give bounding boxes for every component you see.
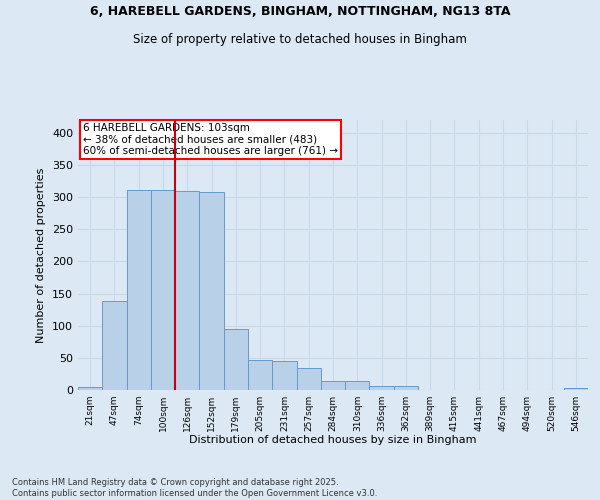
- Bar: [248, 360, 272, 390]
- Bar: [78, 388, 102, 390]
- Y-axis label: Number of detached properties: Number of detached properties: [37, 168, 46, 342]
- Bar: [321, 381, 345, 390]
- Text: 6, HAREBELL GARDENS, BINGHAM, NOTTINGHAM, NG13 8TA: 6, HAREBELL GARDENS, BINGHAM, NOTTINGHAM…: [90, 5, 510, 18]
- Bar: [370, 386, 394, 390]
- Text: 6 HAREBELL GARDENS: 103sqm
← 38% of detached houses are smaller (483)
60% of sem: 6 HAREBELL GARDENS: 103sqm ← 38% of deta…: [83, 122, 338, 156]
- Text: Size of property relative to detached houses in Bingham: Size of property relative to detached ho…: [133, 32, 467, 46]
- Bar: [102, 300, 127, 390]
- Text: Distribution of detached houses by size in Bingham: Distribution of detached houses by size …: [189, 435, 477, 445]
- Bar: [345, 381, 370, 390]
- Text: Contains HM Land Registry data © Crown copyright and database right 2025.
Contai: Contains HM Land Registry data © Crown c…: [12, 478, 377, 498]
- Bar: [224, 329, 248, 390]
- Bar: [394, 386, 418, 390]
- Bar: [127, 190, 151, 390]
- Bar: [151, 190, 175, 390]
- Bar: [175, 192, 199, 390]
- Bar: [199, 192, 224, 390]
- Bar: [272, 361, 296, 390]
- Bar: [296, 368, 321, 390]
- Bar: [564, 388, 588, 390]
